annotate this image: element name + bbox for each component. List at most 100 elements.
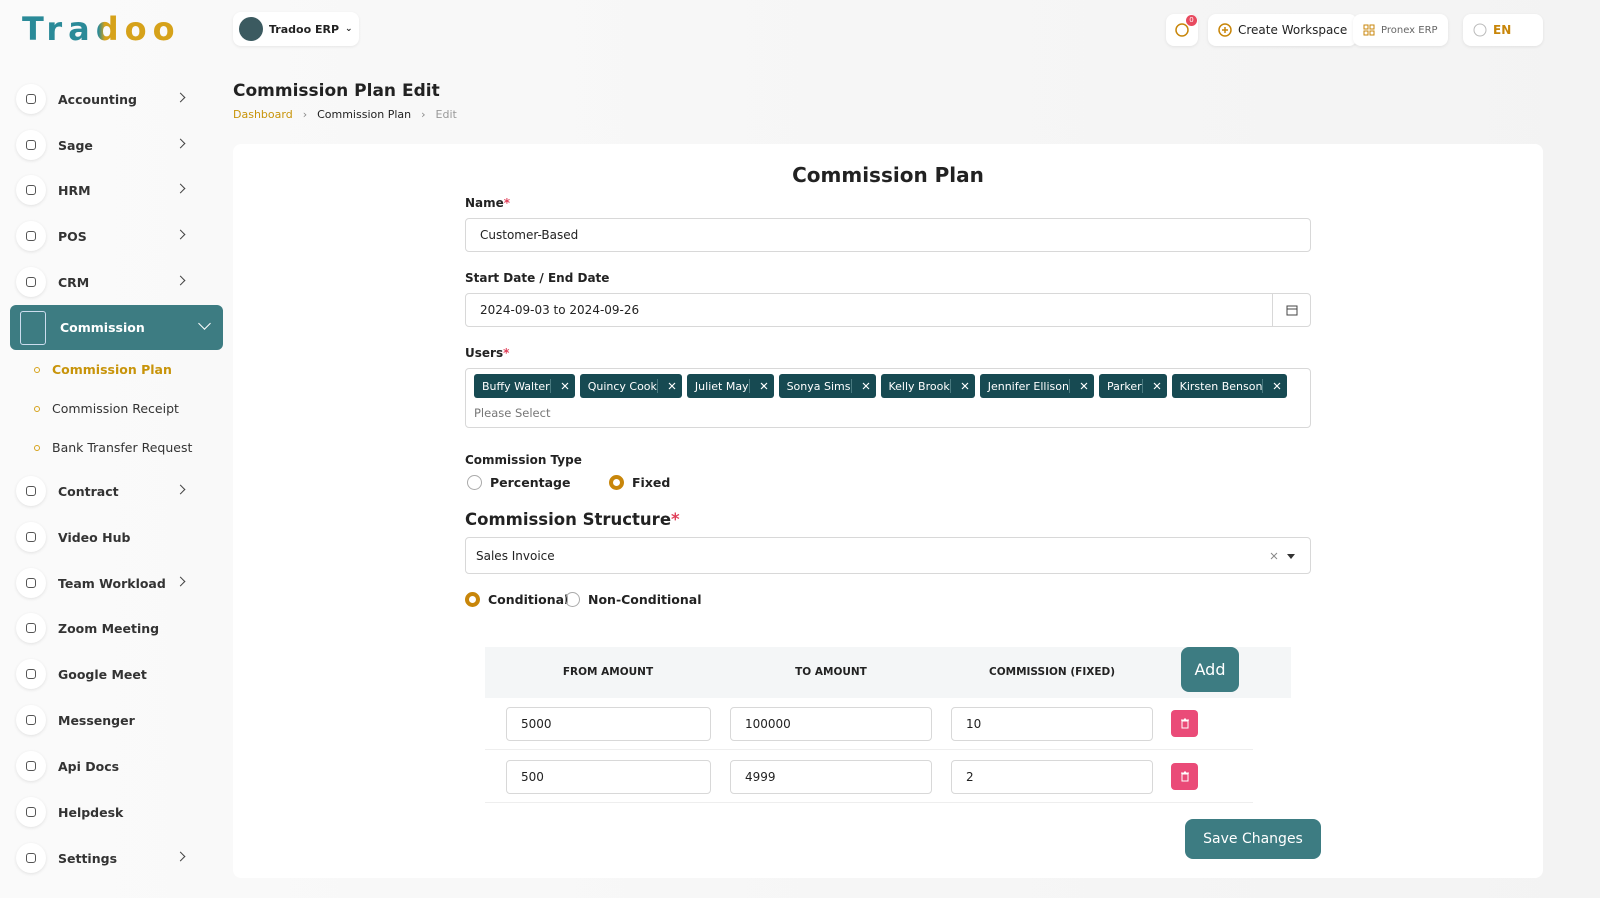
nav-label: Sage: [58, 137, 93, 153]
delete-button[interactable]: [1171, 710, 1198, 737]
radio-label: Fixed: [632, 475, 671, 490]
create-workspace[interactable]: Create Workspace: [1208, 14, 1358, 46]
amount-input[interactable]: 5000: [506, 707, 711, 741]
nav-item-active[interactable]: Commission: [10, 305, 223, 350]
chip-label: Jennifer Ellison: [987, 379, 1069, 393]
breadcrumb-current: Edit: [435, 108, 457, 121]
chip-label: Juliet May: [694, 379, 749, 393]
user-chip[interactable]: Juliet May: [686, 374, 774, 398]
users-select[interactable]: Buffy Walter Quincy Cook Juliet May Sonya S…: [465, 368, 1311, 428]
nav-label: Commission Plan: [52, 362, 172, 377]
radio[interactable]: Conditional: [465, 592, 568, 607]
placeholder: Please Select: [474, 406, 551, 420]
logo[interactable]: Tradoo: [22, 10, 181, 48]
required-mark: *: [503, 196, 511, 210]
date-input[interactable]: 2024-09-03 to 2024-09-26: [465, 293, 1311, 327]
radio[interactable]: Fixed: [609, 475, 670, 490]
nav-item[interactable]: Accounting: [16, 83, 226, 115]
breadcrumb: Dashboard › Commission Plan › Edit: [233, 108, 457, 121]
user-chip[interactable]: Sonya Sims: [778, 374, 876, 398]
required-mark: *: [671, 510, 680, 529]
chip-label: Kirsten Benson: [1179, 379, 1263, 393]
user-chip[interactable]: Quincy Cook: [579, 374, 682, 398]
nav-item[interactable]: Api Docs: [16, 750, 226, 782]
workspace-switcher[interactable]: Pronex ERP: [1353, 14, 1448, 46]
user-chip[interactable]: Kirsten Benson: [1171, 374, 1288, 398]
workspace-name: Pronex ERP: [1381, 24, 1438, 36]
column-header: TO AMOUNT: [795, 666, 867, 678]
section-title: Commission Structure*: [465, 510, 680, 529]
sub-nav-item[interactable]: Commission Receipt: [34, 401, 179, 416]
amount-input[interactable]: 2: [951, 760, 1153, 794]
name-input[interactable]: Customer-Based: [465, 218, 1311, 252]
nav-item[interactable]: Google Meet: [16, 658, 226, 690]
radio[interactable]: Non-Conditional: [565, 592, 702, 607]
nav-label: Messenger: [58, 712, 135, 728]
breadcrumb-link[interactable]: Commission Plan: [317, 108, 412, 121]
sub-nav-item[interactable]: Commission Plan: [34, 362, 172, 377]
user-chip[interactable]: Kelly Brook: [880, 374, 975, 398]
amount-input[interactable]: 500: [506, 760, 711, 794]
create-workspace-label: Create Workspace: [1238, 23, 1348, 37]
amount-input[interactable]: 100000: [730, 707, 932, 741]
structure-select[interactable]: Sales Invoice: [465, 537, 1311, 574]
nav-item[interactable]: Settings: [16, 842, 226, 874]
nav-item[interactable]: HRM: [16, 174, 226, 206]
nav-label: Video Hub: [58, 529, 131, 545]
nav-item[interactable]: Zoom Meeting: [16, 612, 226, 644]
radio-label: Non-Conditional: [588, 592, 702, 607]
nav-label: Commission: [60, 320, 145, 335]
nav-item[interactable]: Messenger: [16, 704, 226, 736]
form-card: [233, 144, 1543, 878]
nav-item[interactable]: Team Workload: [16, 567, 226, 599]
field-label: Name*: [465, 196, 510, 210]
nav-item[interactable]: CRM: [16, 266, 226, 298]
nav-item[interactable]: Sage: [16, 129, 226, 161]
nav-label: Bank Transfer Request: [52, 440, 193, 455]
page-title: Commission Plan Edit: [233, 81, 440, 101]
nav-label: Accounting: [58, 91, 137, 107]
save-button[interactable]: Save Changes: [1185, 819, 1321, 859]
field-label: Start Date / End Date: [465, 271, 610, 285]
row-divider: [485, 802, 1253, 803]
amount-input[interactable]: 10: [951, 707, 1153, 741]
user-chip[interactable]: Jennifer Ellison: [979, 374, 1094, 398]
label-text: Commission Structure: [465, 510, 672, 529]
language: EN: [1493, 23, 1512, 37]
user-chip[interactable]: Parker: [1098, 374, 1167, 398]
user-chips: Buffy Walter Quincy Cook Juliet May Sonya S…: [474, 374, 1302, 398]
label-text: Name: [465, 196, 504, 210]
nav-item[interactable]: Contract: [16, 475, 226, 507]
chip-label: Sonya Sims: [786, 379, 851, 393]
form-title: Commission Plan: [792, 163, 984, 187]
language-switcher[interactable]: EN: [1463, 14, 1543, 46]
nav-item[interactable]: POS: [16, 220, 226, 252]
add-button[interactable]: Add: [1181, 647, 1239, 692]
radio[interactable]: Percentage: [467, 475, 570, 490]
chip-label: Parker: [1106, 379, 1142, 393]
chip-label: Buffy Walter: [482, 379, 550, 393]
breadcrumb-link[interactable]: Dashboard: [233, 108, 293, 121]
user-chip[interactable]: Buffy Walter: [474, 374, 575, 398]
nav-label: POS: [58, 228, 87, 244]
chip-label: Kelly Brook: [888, 379, 950, 393]
row-divider: [485, 749, 1253, 750]
sub-nav-item[interactable]: Bank Transfer Request: [34, 440, 192, 455]
nav-label: HRM: [58, 182, 91, 198]
label-text: Users: [465, 346, 504, 360]
nav-label: Commission Receipt: [52, 401, 179, 416]
amount-input[interactable]: 4999: [730, 760, 932, 794]
nav-item[interactable]: Helpdesk: [16, 796, 226, 828]
nav-item[interactable]: Video Hub: [16, 521, 226, 553]
nav-label: Google Meet: [58, 666, 147, 682]
date-value: 2024-09-03 to 2024-09-26: [480, 303, 640, 317]
chip-label: Quincy Cook: [587, 379, 657, 393]
field-label: Users*: [465, 346, 509, 360]
notifications[interactable]: 0: [1166, 14, 1198, 46]
nav-label: Contract: [58, 483, 119, 499]
nav-label: CRM: [58, 274, 90, 290]
delete-button[interactable]: [1171, 763, 1198, 790]
company-switcher[interactable]: Tradoo ERP ⌄: [233, 12, 359, 46]
table-header: [485, 647, 1291, 698]
